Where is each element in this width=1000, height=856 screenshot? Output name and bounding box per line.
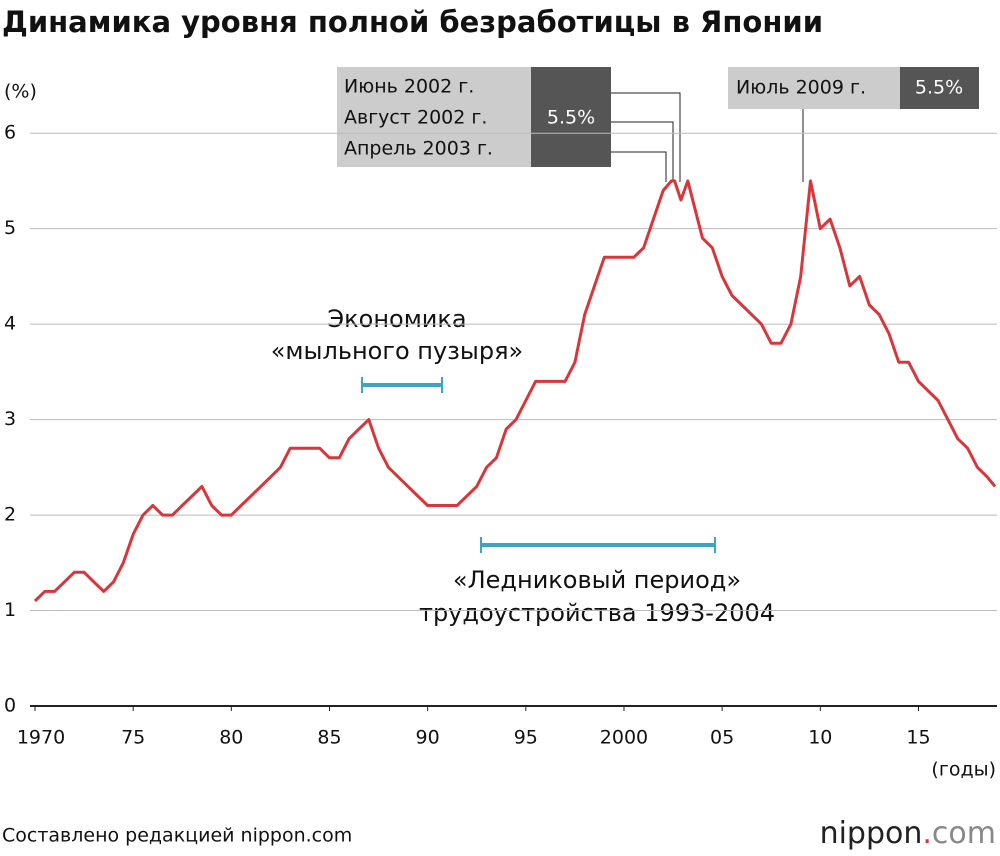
x-tick-label: 1970 (17, 727, 65, 749)
logo-part: . (922, 816, 932, 851)
x-tick-label: 2000 (600, 727, 648, 749)
leader-line (611, 151, 667, 182)
leader-line (611, 92, 681, 182)
callout-value-box (531, 67, 611, 167)
y-tick-label: 1 (4, 599, 16, 621)
callout-label: Апрель 2003 г. (344, 138, 493, 160)
x-tick-label: 05 (710, 727, 734, 749)
callout-value-box (900, 67, 979, 109)
y-tick-label: 3 (4, 408, 16, 430)
callout-value: 5.5% (547, 107, 595, 129)
logo-part: nippon (820, 816, 923, 851)
y-tick-label: 5 (4, 217, 16, 239)
y-tick-label: 2 (4, 504, 16, 526)
leader-line (611, 121, 674, 182)
x-unit: (годы) (931, 759, 996, 781)
x-tick-label: 15 (906, 727, 930, 749)
y-tick-label: 4 (4, 313, 16, 335)
y-tick-label: 6 (4, 122, 16, 144)
x-tick-label: 75 (121, 727, 145, 749)
x-tick-label: 85 (317, 727, 341, 749)
source: Составлено редакцией nippon.com (2, 825, 352, 847)
chart-title: Динамика уровня полной безработицы в Япо… (2, 5, 823, 39)
period-label: Экономика (327, 305, 466, 333)
x-tick-label: 90 (416, 727, 440, 749)
x-tick-label: 80 (219, 727, 243, 749)
period-label: «Ледниковый период» (453, 566, 741, 594)
y-unit: (%) (4, 81, 37, 103)
y-tick-label: 0 (4, 695, 16, 717)
callout-label: Июнь 2002 г. (344, 76, 474, 98)
callout-box (728, 67, 900, 109)
data-line (33, 179, 997, 603)
period-label: «мыльного пузыря» (271, 337, 523, 365)
callout-label: Июль 2009 г. (736, 77, 866, 99)
x-tick-label: 95 (514, 727, 538, 749)
callout-label: Август 2002 г. (344, 107, 487, 129)
callout-box (337, 67, 531, 167)
period-label: трудоустройства 1993-2004 (419, 599, 775, 627)
x-tick-label: 10 (808, 727, 832, 749)
logo: nippon.com (820, 816, 996, 851)
callout-value: 5.5% (915, 77, 963, 99)
logo-part: com (932, 816, 996, 851)
